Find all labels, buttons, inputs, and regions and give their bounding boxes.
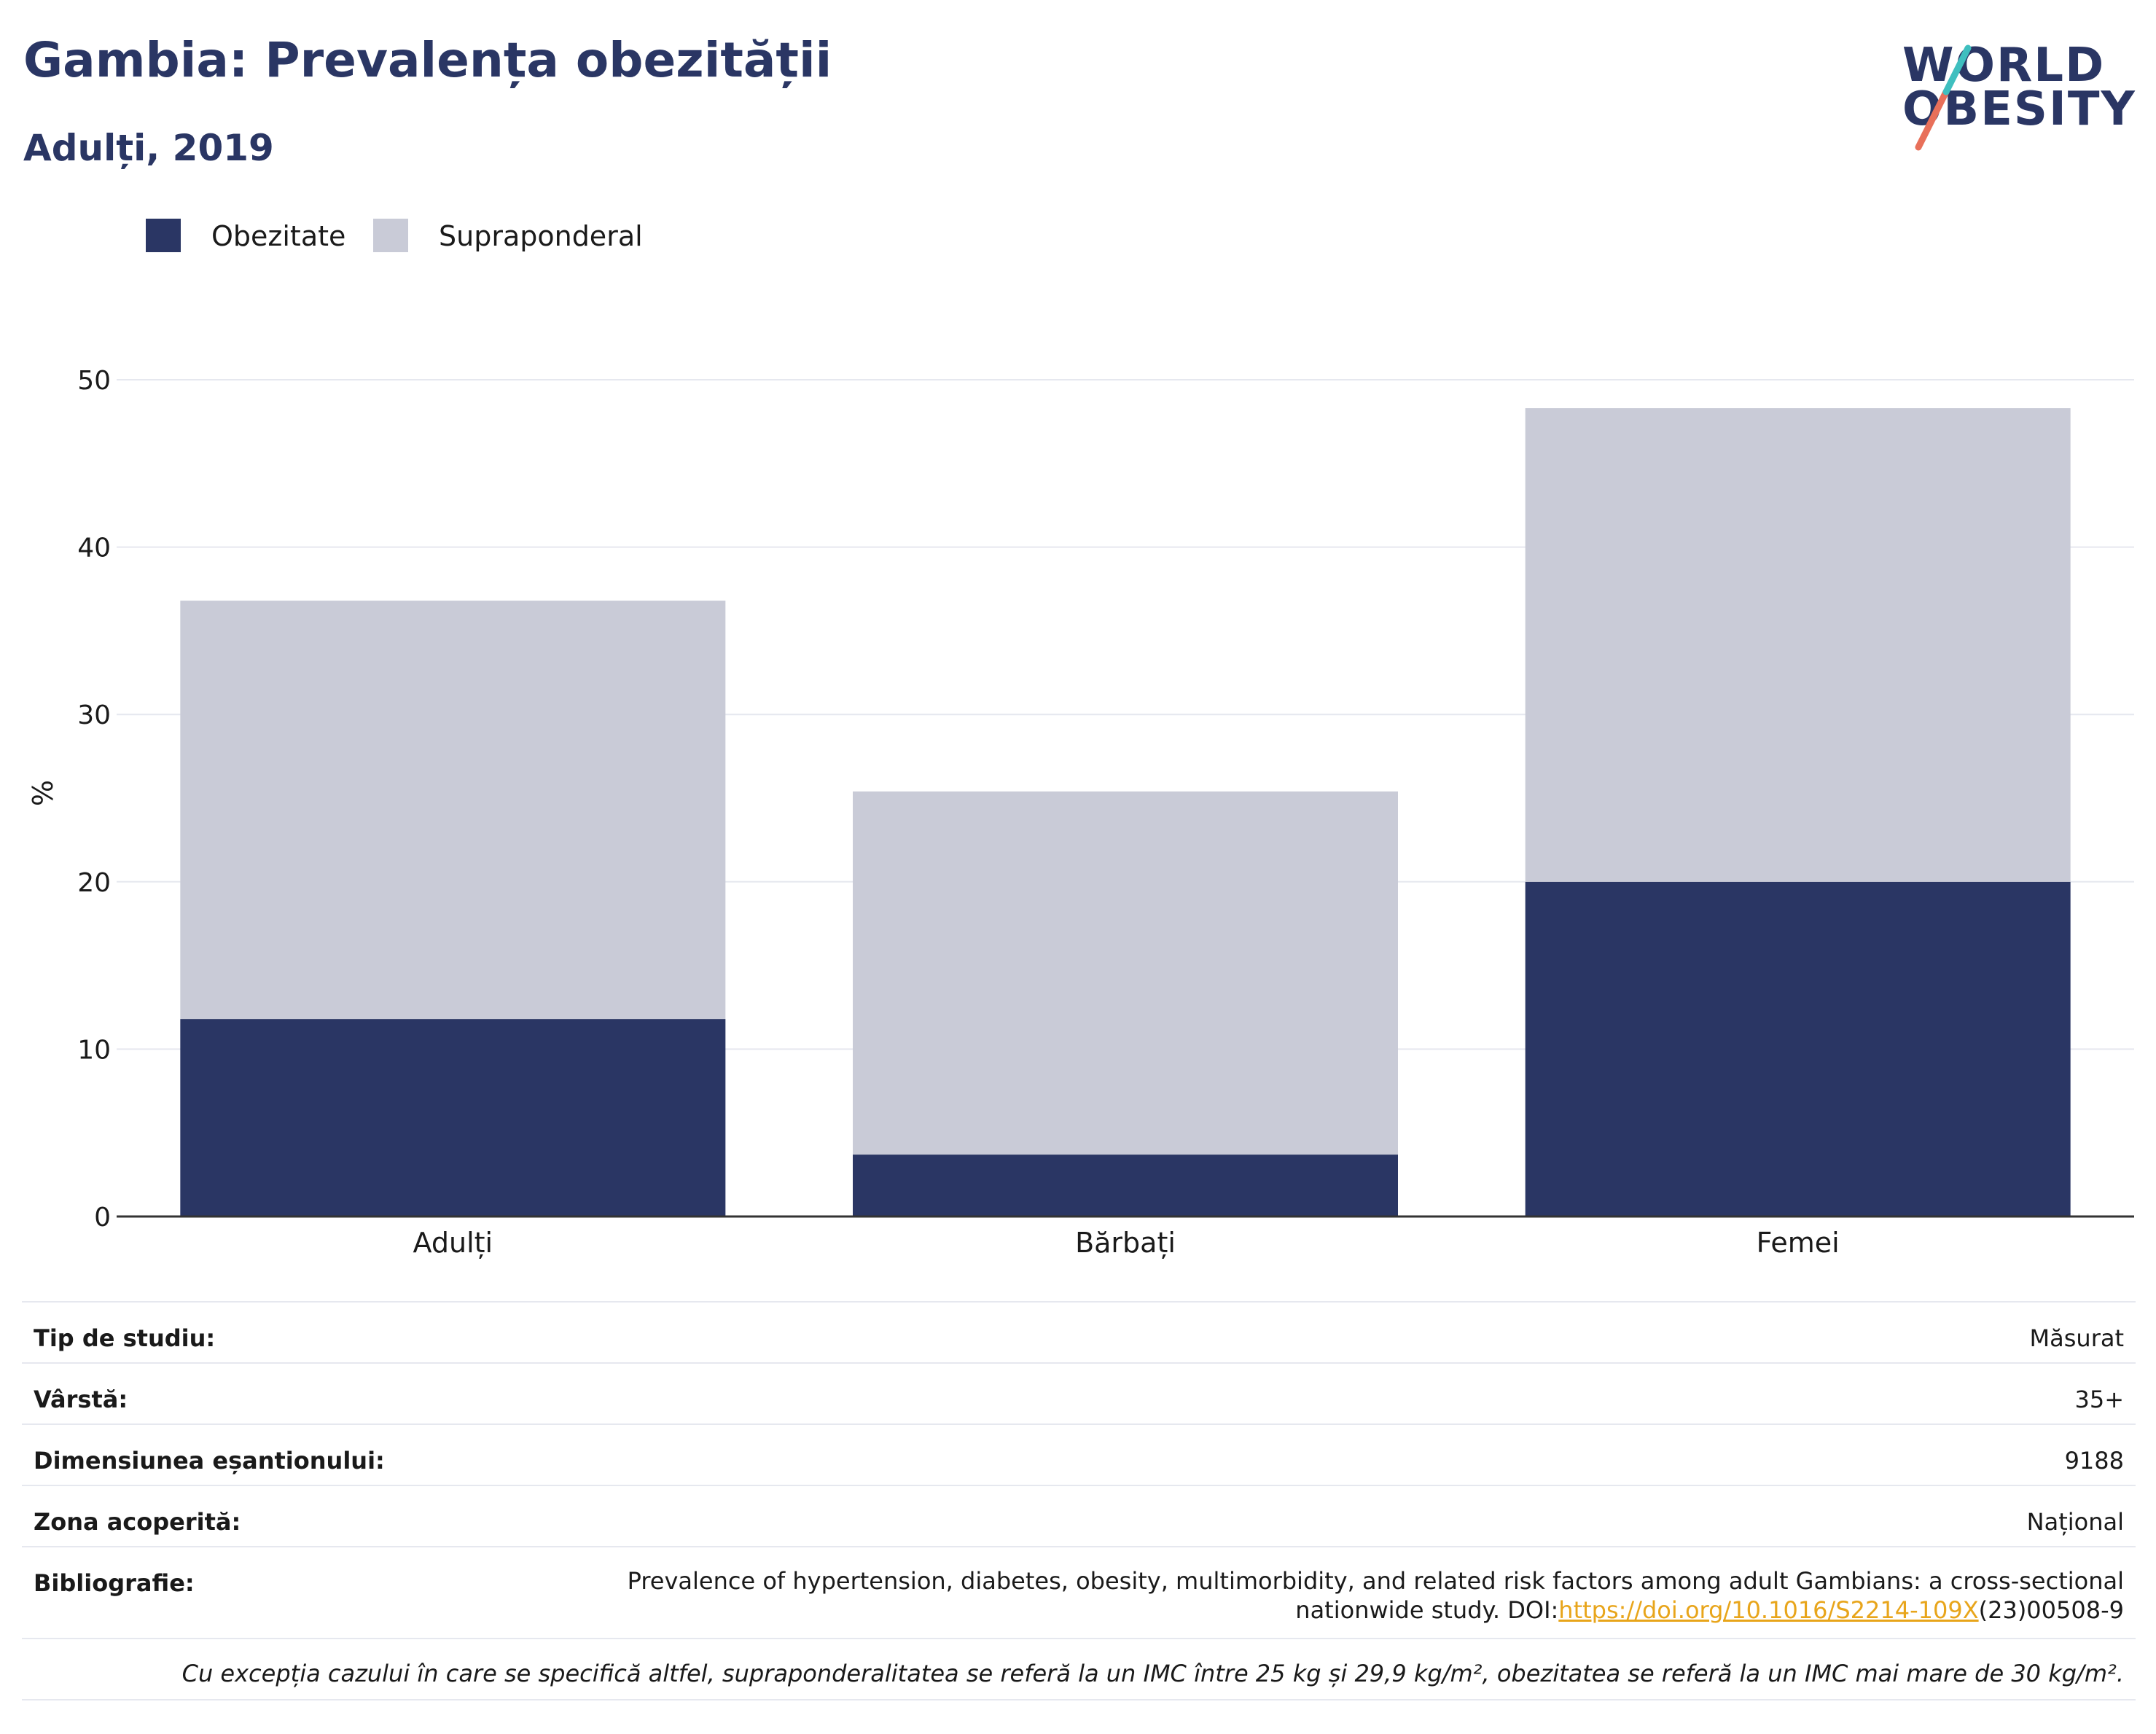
info-label: Tip de studiu: (34, 1324, 216, 1352)
study-info-table: Tip de studiu: Măsurat Vârstă: 35+ Dimen… (22, 1301, 2136, 1700)
legend-label-obesity: Obezitate (211, 220, 346, 252)
chart-title: Gambia: Prevalența obezității (23, 32, 832, 88)
y-tick-label: 10 (77, 1035, 111, 1065)
info-label: Zona acoperită: (34, 1508, 241, 1536)
x-tick-label: Femei (1757, 1227, 1840, 1259)
y-tick-label: 50 (77, 366, 111, 396)
info-label: Dimensiunea eșantionului: (34, 1447, 385, 1475)
bar-obesity (853, 1155, 1398, 1216)
y-axis-label: % (27, 780, 59, 806)
bar-obesity (1525, 881, 2071, 1216)
legend-swatch-obesity (146, 219, 181, 252)
info-value: Măsurat (2029, 1324, 2124, 1352)
bibliography-line2: nationwide study. DOI:https://doi.org/10… (628, 1596, 2124, 1625)
info-row-bibliography: Bibliografie: Prevalence of hypertension… (22, 1546, 2136, 1638)
info-row-sample-size: Dimensiunea eșantionului: 9188 (22, 1423, 2136, 1485)
legend-swatch-overweight (373, 219, 408, 252)
info-value: Național (2026, 1508, 2124, 1536)
logo-text-world: WORLD (1902, 39, 2106, 93)
info-row-coverage: Zona acoperită: Național (22, 1485, 2136, 1546)
definition-note: Cu excepția cazului în care se specifică… (181, 1660, 2124, 1687)
stacked-bar-chart: 0 10 20 30 40 50% Adulți Bărbați Femei (27, 366, 2134, 1259)
y-tick-label: 40 (77, 534, 111, 563)
legend-label-overweight: Supraponderal (439, 220, 643, 252)
bibliography-prefix: nationwide study. DOI: (1295, 1596, 1559, 1624)
bar-obesity (180, 1019, 726, 1216)
chart-subtitle: Adulți, 2019 (23, 127, 274, 169)
info-value: 35+ (2074, 1386, 2124, 1413)
bibliography-line1: Prevalence of hypertension, diabetes, ob… (627, 1567, 2124, 1595)
y-tick-label: 30 (77, 700, 111, 730)
bar-overweight (180, 601, 726, 1020)
info-label: Bibliografie: (34, 1569, 195, 1597)
bibliography-text: Prevalence of hypertension, diabetes, ob… (628, 1566, 2124, 1625)
y-tick-label: 0 (94, 1203, 111, 1233)
bar-overweight (853, 791, 1398, 1155)
info-row-study-type: Tip de studiu: Măsurat (22, 1301, 2136, 1362)
bibliography-suffix: (23)00508-9 (1978, 1596, 2124, 1624)
info-label: Vârstă: (34, 1386, 128, 1413)
bar-overweight (1525, 408, 2071, 882)
world-obesity-logo: WORLD OBESITY (1902, 36, 2136, 153)
logo-slash-icon (1915, 44, 1972, 151)
info-value: 9188 (2064, 1447, 2124, 1475)
x-tick-label: Bărbați (1075, 1227, 1176, 1259)
doi-link[interactable]: https://doi.org/10.1016/S2214-109X (1558, 1596, 1979, 1624)
y-tick-label: 20 (77, 868, 111, 898)
info-row-age: Vârstă: 35+ (22, 1362, 2136, 1423)
x-tick-label: Adulți (413, 1227, 493, 1259)
info-row-note: Cu excepția cazului în care se specifică… (22, 1638, 2136, 1700)
logo-text-obesity: OBESITY (1902, 82, 2136, 136)
